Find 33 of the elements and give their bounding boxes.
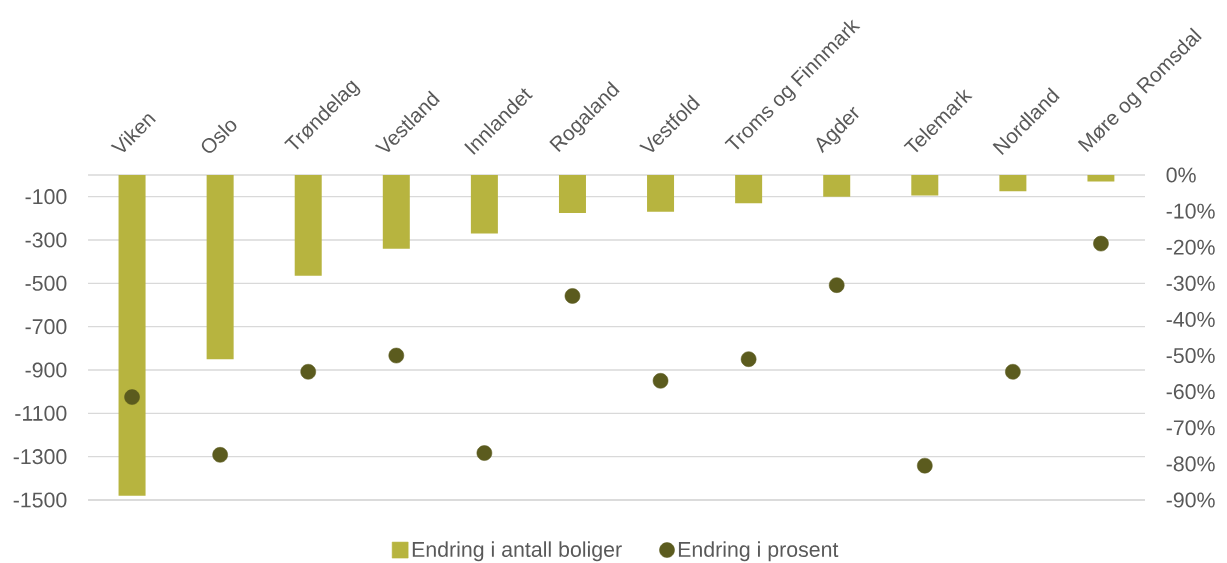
y-tick-label: -1500 [13,492,67,508]
y2-tick-label: -30% [1166,275,1215,291]
point [1005,364,1021,380]
point [652,373,669,389]
point [212,447,228,463]
point [564,288,581,304]
y2-tick-label: -70% [1166,420,1215,436]
y2-tick-label: -50% [1166,348,1215,364]
point [917,457,933,474]
y-tick-label: -900 [25,362,67,378]
y2-tick-label: -60% [1166,384,1215,400]
y2-tick-label: -40% [1166,311,1215,327]
y-tick-label: -100 [25,189,67,205]
y-tick-label: -1300 [13,449,67,465]
point [124,389,140,405]
y2-tick-label: -20% [1166,239,1215,255]
point [300,364,316,380]
point [388,347,405,364]
y-tick-label: -700 [25,319,67,335]
point [740,351,757,367]
legend-label: Endring i prosent [678,541,839,562]
y-tick-label: -1100 [15,405,67,421]
y2-tick-label: -10% [1166,203,1215,219]
point [1093,235,1109,252]
y2-tick-label: 0% [1166,167,1196,183]
y-tick-label: -500 [25,275,67,291]
x-tick-label: Oslo [201,120,237,153]
y2-tick-label: -90% [1166,492,1215,508]
legend-label: Endring i antall boliger [412,541,622,562]
y-tick-label: -300 [25,232,67,248]
point [476,445,493,461]
point [828,277,845,293]
y2-tick-label: -80% [1166,456,1215,472]
